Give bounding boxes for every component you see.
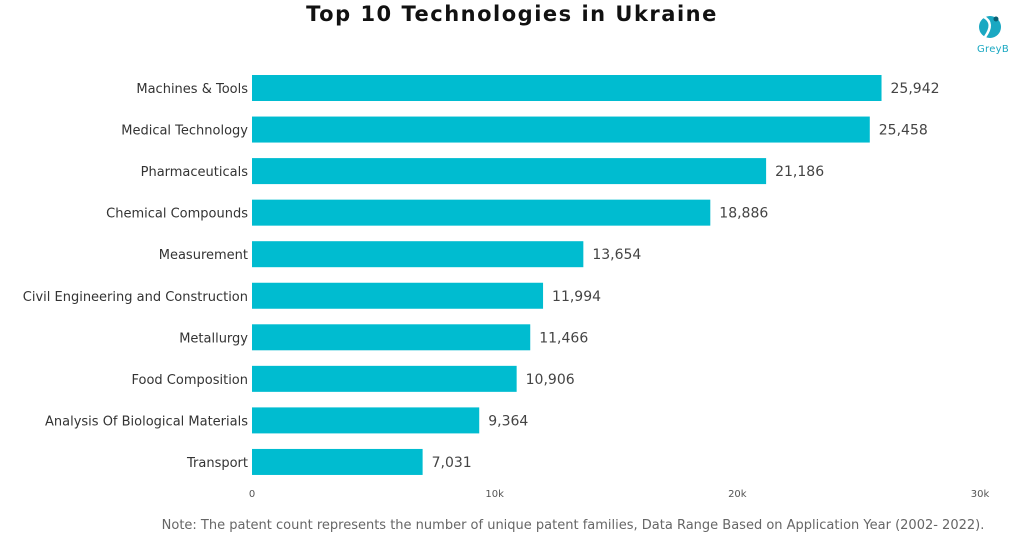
category-label: Analysis Of Biological Materials — [45, 414, 248, 429]
logo-swoosh-icon — [983, 15, 991, 38]
bar — [252, 448, 423, 475]
category-label: Medical Technology — [121, 124, 248, 139]
logo-dot-icon — [993, 16, 999, 22]
greyb-logo — [979, 15, 1001, 38]
x-tick-label: 30k — [971, 489, 990, 500]
bar — [252, 116, 870, 143]
value-label: 21,186 — [775, 164, 824, 180]
bar — [252, 365, 517, 392]
chart-title: Top 10 Technologies in Ukraine — [306, 2, 718, 26]
value-label: 10,906 — [526, 372, 575, 388]
bar — [252, 241, 584, 268]
bar — [252, 282, 544, 309]
value-label: 13,654 — [592, 247, 641, 263]
bar — [252, 75, 882, 101]
value-label: 9,364 — [488, 413, 528, 429]
value-label: 11,994 — [552, 289, 601, 305]
category-label: Machines & Tools — [136, 82, 248, 97]
footnote: Note: The patent count represents the nu… — [161, 518, 985, 533]
category-label: Measurement — [159, 248, 248, 263]
bar — [252, 407, 480, 434]
category-label: Civil Engineering and Construction — [23, 290, 248, 305]
logo-text: GreyB — [976, 44, 1010, 55]
category-label: Metallurgy — [179, 331, 248, 346]
x-tick-label: 10k — [485, 489, 504, 500]
bar — [252, 158, 767, 185]
bar — [252, 199, 711, 226]
category-label: Chemical Compounds — [106, 207, 248, 222]
x-tick-label: 0 — [249, 489, 255, 500]
category-label: Food Composition — [132, 373, 249, 388]
value-label: 7,031 — [432, 455, 472, 471]
value-label: 25,942 — [891, 81, 940, 97]
value-label: 11,466 — [539, 330, 588, 346]
category-label: Pharmaceuticals — [141, 165, 249, 180]
value-label: 25,458 — [879, 123, 928, 139]
x-tick-label: 20k — [728, 489, 747, 500]
bar — [252, 324, 531, 351]
value-label: 18,886 — [719, 206, 768, 222]
category-label: Transport — [186, 456, 248, 471]
